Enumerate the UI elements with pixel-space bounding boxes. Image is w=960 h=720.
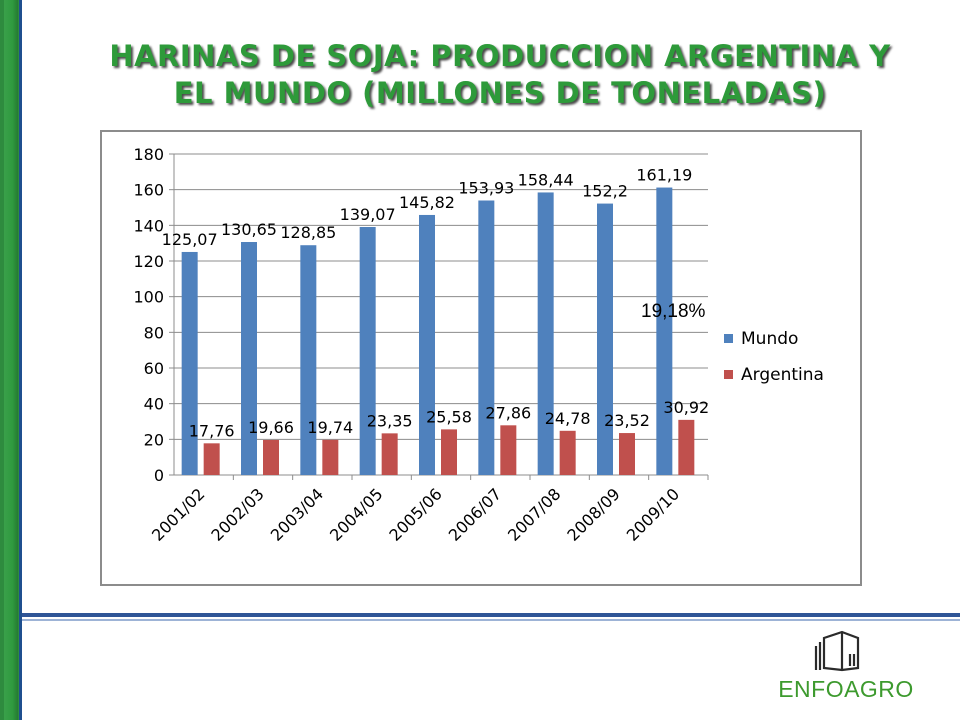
y-tick-label: 0: [154, 466, 164, 485]
data-label-mundo: 158,44: [518, 170, 574, 189]
bar-argentina: [678, 419, 695, 475]
data-label-argentina: 23,52: [604, 411, 650, 430]
y-tick-label: 100: [133, 288, 164, 307]
bar-argentina: [500, 425, 517, 475]
bar-chart: 0 20 40 60 80 100 120 140 160 180 2001/02 125,07 17,…: [133, 145, 824, 545]
y-tick-label: 140: [133, 216, 164, 235]
data-label-mundo: 139,07: [340, 205, 396, 224]
y-tick-label: 160: [133, 181, 164, 200]
x-tick-label: 2009/10: [623, 484, 683, 544]
bar-mundo: [241, 242, 257, 475]
legend-label-mundo: Mundo: [741, 329, 798, 349]
legend-swatch-mundo: [724, 334, 733, 343]
bottom-rule-secondary: [22, 619, 960, 621]
data-label-argentina: 24,78: [545, 409, 591, 428]
data-label-mundo: 130,65: [221, 220, 277, 239]
x-tick-label: 2007/08: [504, 484, 564, 544]
x-tick-label: 2001/02: [148, 484, 208, 544]
x-tick-label: 2003/04: [267, 484, 327, 544]
data-label-argentina: 27,86: [485, 403, 531, 422]
bar-argentina: [263, 439, 279, 475]
bar-mundo: [181, 251, 198, 475]
data-label-mundo: 128,85: [280, 223, 336, 242]
x-tick-label: 2004/05: [326, 484, 386, 544]
legend-swatch-argentina: [724, 370, 733, 379]
slide-title: HARINAS DE SOJA: PRODUCCION ARGENTINA Y …: [40, 38, 960, 112]
bar-argentina: [322, 439, 339, 475]
bar-argentina: [203, 443, 220, 475]
y-tick-label: 20: [144, 430, 164, 449]
bar-mundo: [419, 214, 435, 475]
bar-mundo: [537, 192, 554, 475]
x-tick-label: 2006/07: [445, 484, 505, 544]
legend-label-argentina: Argentina: [741, 365, 824, 385]
data-label-mundo: 145,82: [399, 193, 455, 212]
bar-mundo: [597, 203, 613, 475]
data-label-mundo: 125,07: [162, 230, 218, 249]
bar-argentina: [381, 433, 398, 475]
x-tick-label: 2008/09: [563, 484, 623, 544]
bar-mundo: [359, 226, 376, 475]
data-label-argentina: 19,74: [307, 418, 353, 437]
data-label-argentina: 19,66: [248, 418, 294, 437]
data-label-argentina: 30,92: [663, 398, 709, 417]
building-icon: [814, 630, 860, 672]
y-tick-label: 80: [144, 323, 164, 342]
logo-text: ENFOAGRO: [778, 676, 914, 702]
y-tick-label: 40: [144, 395, 164, 414]
data-label-argentina: 17,76: [189, 421, 235, 440]
data-label-mundo: 161,19: [636, 166, 692, 185]
bar-argentina: [559, 430, 576, 475]
bar-mundo: [300, 245, 317, 475]
x-tick-label: 2002/03: [207, 484, 267, 544]
data-label-mundo: 153,93: [458, 178, 514, 197]
growth-annotation: 19,18%: [641, 301, 706, 322]
y-tick-label: 60: [144, 359, 164, 378]
bar-argentina: [619, 433, 635, 475]
data-label-argentina: 23,35: [367, 411, 413, 430]
title-line-1: HARINAS DE SOJA: PRODUCCION ARGENTINA Y: [109, 39, 891, 73]
left-accent-bar: [0, 0, 22, 720]
y-tick-label: 180: [133, 145, 164, 164]
data-label-argentina: 25,58: [426, 407, 472, 426]
chart-frame: 0 20 40 60 80 100 120 140 160 180 2001/02 125,07 17,…: [100, 130, 862, 586]
bar-argentina: [441, 429, 457, 475]
title-line-2: EL MUNDO (MILLONES DE TONELADAS): [173, 76, 827, 110]
bar-mundo: [478, 200, 495, 475]
data-label-mundo: 152,2: [582, 182, 628, 201]
x-tick-label: 2005/06: [385, 484, 445, 544]
bottom-rule: [22, 613, 960, 617]
y-tick-label: 120: [133, 252, 164, 271]
bar-mundo: [656, 187, 673, 475]
